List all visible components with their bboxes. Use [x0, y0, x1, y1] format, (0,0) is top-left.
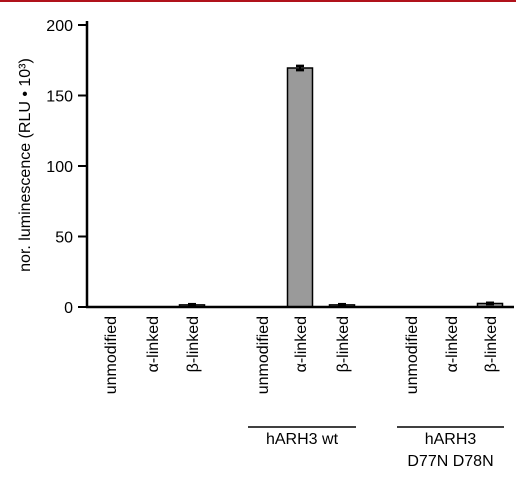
group-label-1: hARH3	[425, 431, 477, 448]
y-tick-label-150: 150	[46, 89, 73, 106]
x-category-label-6: unmodified	[404, 316, 421, 394]
x-category-label-3: unmodified	[255, 316, 272, 394]
x-category-label-8: β-linked	[483, 316, 500, 372]
x-category-label-7: α-linked	[444, 316, 461, 372]
x-category-label-0: unmodified	[103, 316, 120, 394]
y-tick-label-0: 0	[64, 300, 73, 317]
group-label-line2-1: D77N D78N	[407, 453, 493, 470]
top-accent-rule	[0, 0, 516, 2]
axes-layer	[78, 21, 514, 428]
y-tick-label-50: 50	[55, 230, 73, 247]
labels-layer: 0 50 100 150 200 unmodified α-linked β-linked un…	[46, 18, 500, 470]
x-category-label-2: β-linked	[185, 316, 202, 372]
y-tick-label-100: 100	[46, 159, 73, 176]
bars-layer	[178, 64, 504, 308]
x-category-label-4: α-linked	[293, 316, 310, 372]
y-axis-label: nor. luminescence (RLU • 10³)	[17, 58, 34, 272]
group-label-0: hARH3 wt	[266, 431, 339, 448]
x-category-label-5: β-linked	[335, 316, 352, 372]
y-tick-label-200: 200	[46, 18, 73, 35]
bar-4	[286, 67, 314, 308]
x-category-label-1: α-linked	[145, 316, 162, 372]
